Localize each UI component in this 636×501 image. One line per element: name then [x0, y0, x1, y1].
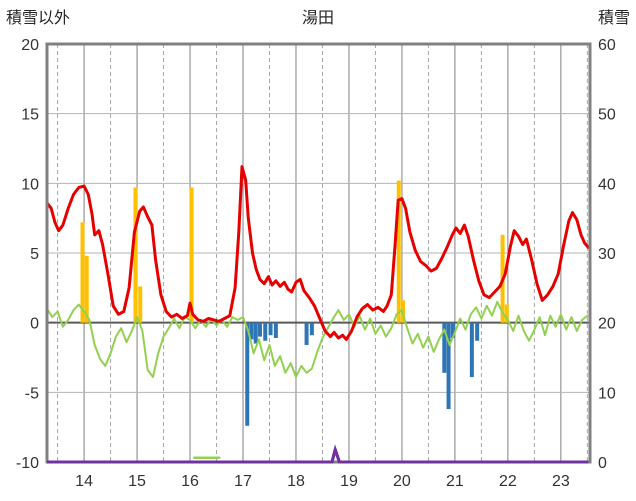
bar [273, 322, 278, 338]
horizontal-gridlines [47, 113, 590, 393]
series-temperature-line [45, 165, 590, 341]
y-left-tick-label: 15 [21, 107, 39, 124]
bar [475, 322, 480, 341]
x-tick-label: 21 [446, 473, 464, 490]
bar [442, 322, 447, 373]
bar [268, 322, 273, 336]
bar [138, 286, 143, 323]
bar [446, 322, 451, 410]
left-axis-title: 積雪以外 [6, 10, 71, 27]
y-right-tick-label: 30 [598, 246, 616, 263]
y-left-tick-label: 0 [30, 316, 39, 333]
x-tick-label: 17 [234, 473, 252, 490]
snow-depth-overlay [47, 444, 589, 464]
bar [253, 322, 258, 344]
y-right-tick-label: 50 [598, 107, 616, 124]
bar [450, 322, 455, 338]
series-blue-bars [245, 322, 480, 426]
y-right-tick-label: 20 [598, 316, 616, 333]
x-tick-label: 15 [128, 473, 146, 490]
y-right-tick-label: 40 [598, 176, 616, 193]
x-tick-label: 14 [75, 473, 93, 490]
y-left-tick-label: 10 [21, 176, 39, 193]
chart-title: 湯田 [301, 10, 334, 27]
bar [504, 304, 509, 323]
line [45, 448, 590, 464]
x-tick-labels: 14 15 16 17 18 19 20 21 22 23 [75, 473, 570, 490]
x-tick-label: 22 [499, 473, 517, 490]
bar [263, 322, 268, 341]
y-left-tick-label: 20 [21, 37, 39, 54]
bar [257, 322, 262, 337]
x-tick-label: 20 [393, 473, 411, 490]
bar [133, 187, 138, 323]
series-green-line [46, 300, 589, 378]
y-right-tick-label: 60 [598, 37, 616, 54]
line [46, 300, 589, 378]
x-tick-label: 16 [181, 473, 199, 490]
y-left-tick-labels: 20 15 10 5 0 -5 -10 [16, 37, 39, 472]
x-tick-label: 23 [552, 473, 570, 490]
bar [469, 322, 474, 378]
bar [396, 180, 401, 323]
right-axis-title: 積雪 [597, 10, 630, 27]
x-tick-label: 18 [287, 473, 305, 490]
x-tick-label: 19 [340, 473, 358, 490]
y-left-tick-label: 5 [30, 246, 39, 263]
y-left-tick-label: -10 [16, 455, 39, 472]
bar [189, 187, 194, 323]
bar [309, 322, 314, 336]
y-right-tick-label: 0 [598, 455, 607, 472]
series-snow-depth-line [45, 448, 590, 464]
bar [80, 222, 85, 323]
bar [249, 322, 254, 340]
bar [304, 322, 309, 345]
y-left-tick-label: -5 [25, 385, 39, 402]
y-right-tick-label: 10 [598, 385, 616, 402]
bar [84, 255, 89, 323]
bar [245, 322, 250, 426]
line [45, 165, 590, 341]
y-right-tick-labels: 60 50 40 30 20 10 0 [598, 37, 616, 472]
